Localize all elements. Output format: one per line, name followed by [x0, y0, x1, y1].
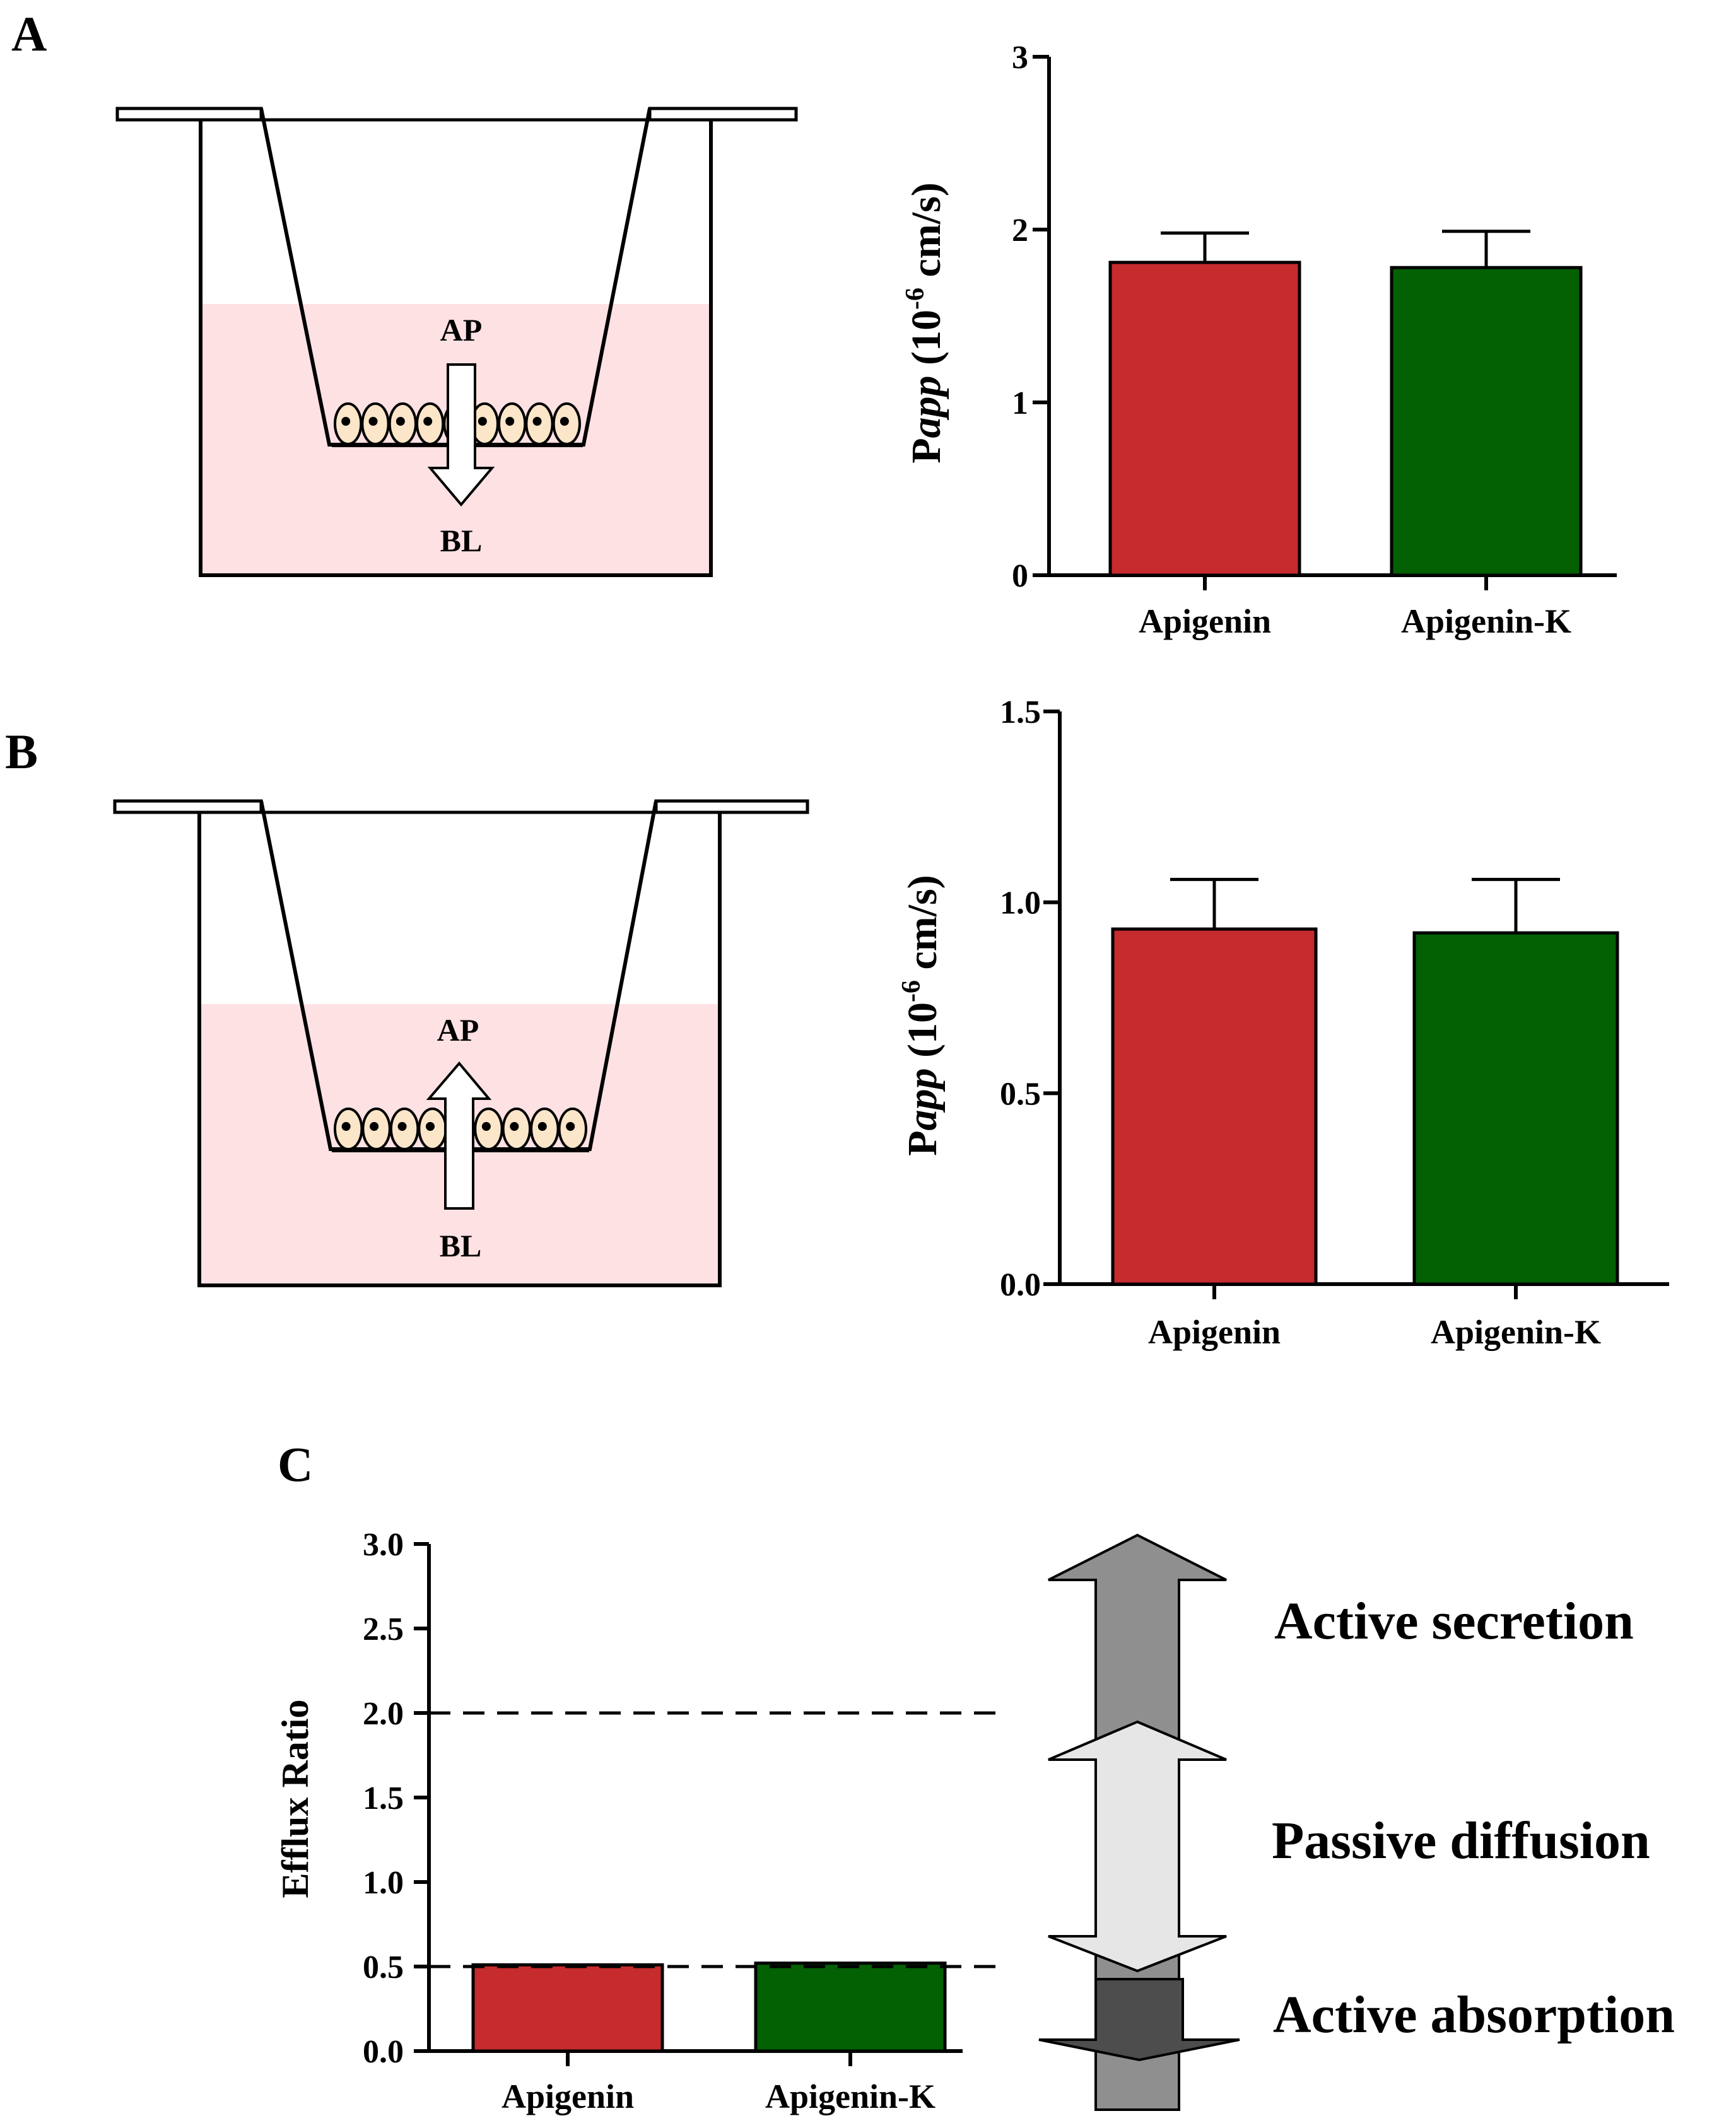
cell-nucleus: [397, 1122, 407, 1131]
zone-label-passive-diffusion: Passive diffusion: [1272, 1811, 1650, 1870]
category-label: Apigenin-K: [765, 2078, 935, 2115]
cell-nucleus: [537, 1122, 547, 1131]
panel-label-c: C: [278, 1437, 313, 1492]
transport-arrow-up: [426, 1061, 492, 1210]
chart-c: 0.0 0.5 1.0 1.5 2.0 2.5 3.0 Apigenin Apigenin-K…: [274, 1527, 1675, 2115]
y-axis-label: Papp (10-6 cm/s): [901, 182, 949, 464]
outer-well: [199, 120, 713, 577]
apical-label: AP: [437, 1012, 479, 1048]
insert-flange-left: [115, 107, 263, 122]
apical-label: AP: [440, 312, 483, 348]
category-label: Apigenin: [501, 2078, 634, 2115]
y-tick-label: 2: [1012, 213, 1028, 248]
y-tick-label: 0.5: [363, 1950, 404, 1985]
cell-nucleus: [370, 1122, 379, 1131]
cell-nucleus: [368, 417, 378, 426]
cell-nucleus: [423, 417, 433, 426]
y-tick-label: 1: [1012, 385, 1028, 421]
outer-well: [197, 812, 722, 1287]
cell-nucleus: [566, 1122, 575, 1131]
chart-a: 0 1 2 3 Apigenin Apigenin-K Papp (10-6 cm/s): [901, 40, 1617, 640]
y-axis-label: Papp (10-6 cm/s): [897, 875, 946, 1156]
y-tick-label: 1.0: [1000, 886, 1041, 921]
y-tick-label: 2.5: [363, 1611, 404, 1647]
insert-flange-left: [113, 799, 263, 814]
y-tick-label: 3.0: [363, 1527, 404, 1563]
bar-apigenin-k: [1412, 931, 1619, 1286]
panel-label-a: A: [11, 6, 47, 61]
basolateral-label: BL: [440, 1228, 482, 1263]
transwell-diagram-a: AP BL: [115, 107, 798, 577]
cell-nucleus: [341, 1122, 351, 1131]
active-absorption-arrow: [1038, 1978, 1240, 2062]
y-tick-label: 2.0: [363, 1696, 404, 1732]
y-tick-label: 3: [1012, 40, 1028, 76]
cell-nucleus: [560, 417, 569, 426]
transport-arrow-down: [427, 363, 495, 507]
cell-nucleus: [481, 1122, 491, 1131]
cell-nucleus: [426, 1122, 435, 1131]
panel-label-b: B: [5, 724, 38, 779]
category-label: Apigenin-K: [1401, 602, 1571, 640]
y-tick-label: 0.5: [1000, 1076, 1041, 1112]
chart-b: 0.0 0.5 1.0 1.5 Apigenin Apigenin-K Papp (10…: [897, 694, 1669, 1351]
y-tick-label: 1.5: [363, 1780, 404, 1816]
category-label: Apigenin: [1139, 602, 1271, 640]
y-tick-label: 1.0: [363, 1865, 404, 1901]
cell-nucleus: [478, 417, 487, 426]
y-tick-label: 0.0: [1000, 1267, 1041, 1303]
cell-nucleus: [532, 417, 542, 426]
cell-nucleus: [510, 1122, 519, 1131]
bar-apigenin-k: [1390, 266, 1583, 577]
cell-nucleus: [341, 417, 351, 426]
cell-nucleus: [505, 417, 515, 426]
y-axis-label: Efflux Ratio: [274, 1700, 316, 1898]
cell-nucleus: [396, 417, 405, 426]
category-label: Apigenin: [1148, 1313, 1281, 1351]
y-tick-label: 0.0: [363, 2034, 404, 2070]
bar-apigenin: [471, 1963, 664, 2053]
zone-label-active-secretion: Active secretion: [1274, 1592, 1634, 1651]
y-tick-label: 0: [1012, 558, 1028, 594]
category-label: Apigenin-K: [1431, 1313, 1601, 1351]
bar-apigenin: [1111, 927, 1318, 1286]
insert-flange-right: [648, 107, 798, 122]
bar-apigenin: [1108, 260, 1301, 577]
insert-flange-right: [654, 799, 809, 814]
bar-apigenin-k: [754, 1961, 947, 2053]
y-tick-label: 1.5: [1000, 694, 1041, 730]
basolateral-label: BL: [440, 523, 483, 558]
zone-label-active-absorption: Active absorption: [1273, 1985, 1675, 2044]
passive-diffusion-arrow: [1048, 1720, 1227, 1973]
transwell-diagram-b: AP BL: [113, 799, 809, 1287]
